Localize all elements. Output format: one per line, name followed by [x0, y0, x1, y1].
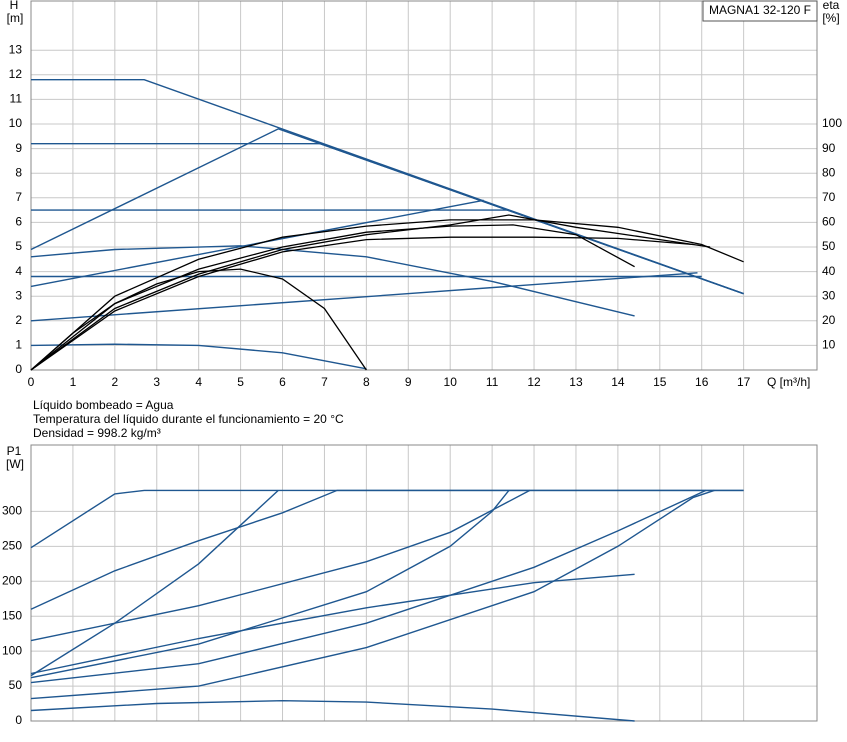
y-axis-label: P1 [7, 444, 22, 458]
y2-tick-label: 60 [822, 215, 836, 229]
x-tick-label: 4 [195, 375, 202, 389]
y-tick-label: 1 [15, 338, 22, 352]
curve [30, 214, 711, 371]
y2-tick-label: 50 [822, 239, 836, 253]
y2-tick-label: 90 [822, 141, 836, 155]
x-tick-label: 6 [279, 375, 286, 389]
x-tick-label: 11 [486, 375, 499, 389]
x-tick-label: 12 [527, 375, 541, 389]
y2-axis-label: eta [823, 0, 840, 12]
x-tick-label: 2 [111, 375, 118, 389]
y-tick-label: 300 [2, 504, 22, 518]
y2-tick-label: 100 [822, 116, 842, 130]
y-tick-label: 9 [15, 141, 22, 155]
y-tick-label: 100 [2, 643, 22, 657]
x-tick-label: 1 [70, 375, 77, 389]
y-tick-label: 6 [15, 215, 22, 229]
y-tick-label: 250 [2, 538, 22, 552]
y-tick-label: 50 [9, 678, 23, 692]
x-tick-label: 5 [237, 375, 244, 389]
y2-tick-label: 10 [822, 338, 836, 352]
x-tick-label: 7 [321, 375, 328, 389]
x-tick-label: 16 [695, 375, 709, 389]
x-tick-label: 0 [28, 375, 35, 389]
y-tick-label: 10 [9, 116, 23, 130]
annotation: Densidad = 998.2 kg/m³ [33, 426, 161, 440]
x-tick-label: 17 [737, 375, 751, 389]
curve [30, 699, 635, 722]
curve [30, 489, 279, 677]
curve [30, 573, 635, 675]
y2-tick-label: 20 [822, 313, 836, 327]
y-axis-unit: [W] [6, 457, 24, 471]
y2-tick-label: 70 [822, 190, 836, 204]
x-tick-label: 13 [569, 375, 583, 389]
y-tick-label: 11 [10, 92, 23, 106]
title-box [702, 0, 818, 22]
curve [30, 128, 744, 295]
y-tick-label: 2 [15, 313, 22, 327]
curve [30, 489, 531, 642]
annotation: Líquido bombeado = Agua [33, 398, 174, 412]
annotation: Temperatura del líquido durante el funci… [33, 412, 344, 426]
curve [30, 343, 367, 370]
y-tick-label: 8 [15, 165, 22, 179]
y2-tick-label: 30 [822, 288, 836, 302]
y-tick-label: 200 [2, 573, 22, 587]
curve [30, 272, 698, 322]
x-tick-label: 15 [653, 375, 667, 389]
y2-tick-label: 40 [822, 264, 836, 278]
y-tick-label: 4 [15, 264, 22, 278]
x-tick-label: 3 [153, 375, 160, 389]
curve [30, 489, 744, 610]
y-tick-label: 13 [9, 42, 23, 56]
y-tick-label: 3 [15, 288, 22, 302]
y-tick-label: 0 [15, 713, 22, 727]
y2-tick-label: 80 [822, 165, 836, 179]
y-tick-label: 7 [15, 190, 22, 204]
y-tick-label: 5 [15, 239, 22, 253]
plot-frame [30, 444, 818, 722]
plot-frame [30, 0, 818, 371]
curve [30, 489, 715, 700]
y-axis-unit: [m] [7, 11, 24, 25]
x-tick-label: 14 [611, 375, 625, 389]
y-tick-label: 12 [9, 67, 23, 81]
curve [30, 245, 635, 317]
y-tick-label: 150 [2, 608, 22, 622]
curve [30, 236, 694, 371]
curve [30, 489, 744, 549]
y-axis-label: H [10, 0, 19, 12]
curve [30, 219, 744, 371]
x-tick-label: 8 [363, 375, 370, 389]
x-tick-label: 9 [405, 375, 412, 389]
curve [30, 489, 707, 684]
x-axis-label: Q [m³/h] [767, 375, 810, 389]
chart-title: MAGNA1 32-120 F [709, 3, 811, 17]
curve [30, 224, 635, 371]
x-tick-label: 10 [444, 375, 458, 389]
y-tick-label: 0 [15, 362, 22, 376]
curve [30, 489, 510, 679]
curve [30, 268, 367, 371]
y2-axis-unit: [%] [822, 11, 839, 25]
